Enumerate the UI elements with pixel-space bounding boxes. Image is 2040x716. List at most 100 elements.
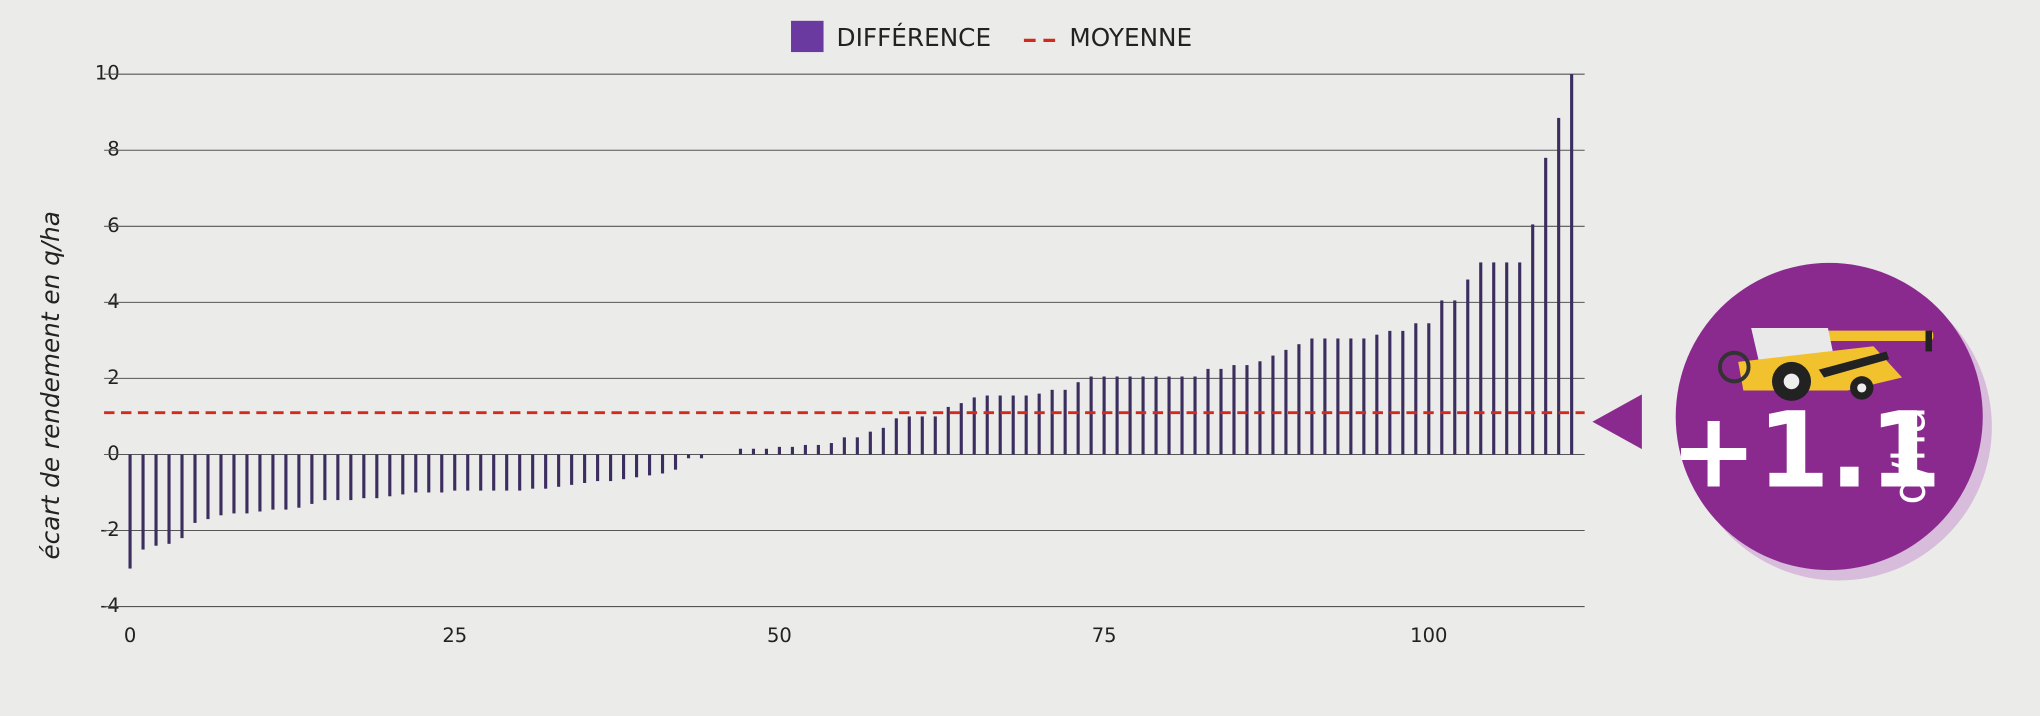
bar (1375, 334, 1379, 455)
legend-swatch (791, 20, 824, 53)
bar (232, 454, 236, 514)
bar (323, 454, 327, 501)
bar (609, 454, 613, 482)
bar (1271, 355, 1275, 455)
harvester-wheel (1783, 373, 1800, 390)
bar (933, 416, 937, 455)
bar (479, 454, 483, 491)
x-tick-label: 25 (442, 624, 467, 647)
y-tick-label: 0 (107, 442, 119, 465)
bar (1479, 262, 1483, 455)
bar (1167, 376, 1171, 455)
bar (1362, 338, 1366, 455)
bar (297, 454, 301, 508)
bar (1492, 262, 1496, 455)
bar (141, 454, 145, 550)
bar (1089, 376, 1093, 455)
bar (1336, 338, 1340, 455)
bar (388, 454, 392, 497)
bar (271, 454, 275, 510)
y-axis-label: écart de rendement en q/ha (36, 211, 65, 560)
x-tick-label: 0 (124, 624, 136, 647)
bar (1427, 323, 1431, 455)
bar (167, 454, 171, 544)
harvester-part (1717, 350, 1751, 384)
bar (868, 431, 872, 455)
bar (1466, 279, 1470, 455)
bar (1141, 376, 1145, 455)
bar (349, 454, 353, 501)
bar (985, 395, 989, 455)
y-tick-label: -2 (100, 518, 119, 541)
bar (660, 454, 665, 474)
bar (1531, 224, 1535, 455)
bar (881, 427, 885, 455)
bar (1284, 349, 1288, 455)
bar (1323, 338, 1327, 455)
bar (466, 454, 470, 491)
bar (1297, 344, 1301, 455)
bar (414, 454, 418, 493)
harvester-part (1925, 330, 1933, 352)
bar (401, 454, 405, 495)
pointer (1592, 394, 1642, 450)
bar (635, 454, 639, 478)
bar (1544, 157, 1548, 455)
bar (1258, 361, 1262, 455)
bar (518, 454, 522, 491)
x-tick-label: 100 (1410, 624, 1447, 647)
bar (375, 454, 379, 499)
bar (1193, 376, 1197, 455)
y-tick-label: -4 (100, 594, 119, 617)
bar (596, 454, 600, 482)
bar (219, 454, 223, 516)
bar (284, 454, 288, 510)
bar (998, 395, 1002, 455)
bar (531, 454, 535, 489)
bar (128, 454, 132, 569)
bar (1557, 117, 1561, 455)
legend-label: DIFFÉRENCE (837, 23, 992, 52)
bar (842, 437, 846, 455)
y-tick-label: 8 (107, 138, 119, 161)
bar (1050, 389, 1054, 455)
bar (583, 454, 587, 483)
harvester-part (1821, 330, 1934, 342)
bar (1180, 376, 1184, 455)
bar (453, 454, 457, 491)
bar (920, 416, 924, 455)
legend-label: MOYENNE (1069, 23, 1192, 52)
bar (946, 406, 950, 455)
x-tick-label: 50 (767, 624, 792, 647)
bar (1453, 300, 1457, 455)
bar (1570, 74, 1574, 455)
bar (738, 448, 743, 455)
bar (699, 454, 704, 459)
bar (673, 454, 678, 470)
bar (362, 454, 366, 499)
y-tick-label: 10 (95, 62, 120, 85)
bar (1102, 376, 1106, 455)
bar (310, 454, 314, 504)
bar (972, 397, 976, 455)
bar (492, 454, 496, 491)
bar (764, 448, 768, 455)
bar (1115, 376, 1119, 455)
bar (1414, 323, 1418, 455)
bar (1310, 338, 1314, 455)
bar (803, 444, 807, 455)
bar (1154, 376, 1158, 455)
y-tick-label: 2 (107, 366, 119, 389)
bar (245, 454, 249, 514)
bar (829, 443, 833, 455)
bar (907, 416, 911, 455)
bar (751, 448, 756, 455)
bar (1011, 395, 1015, 455)
bar (258, 454, 262, 512)
bar (622, 454, 626, 480)
bar (440, 454, 444, 493)
bar (505, 454, 509, 491)
bar (959, 403, 963, 455)
